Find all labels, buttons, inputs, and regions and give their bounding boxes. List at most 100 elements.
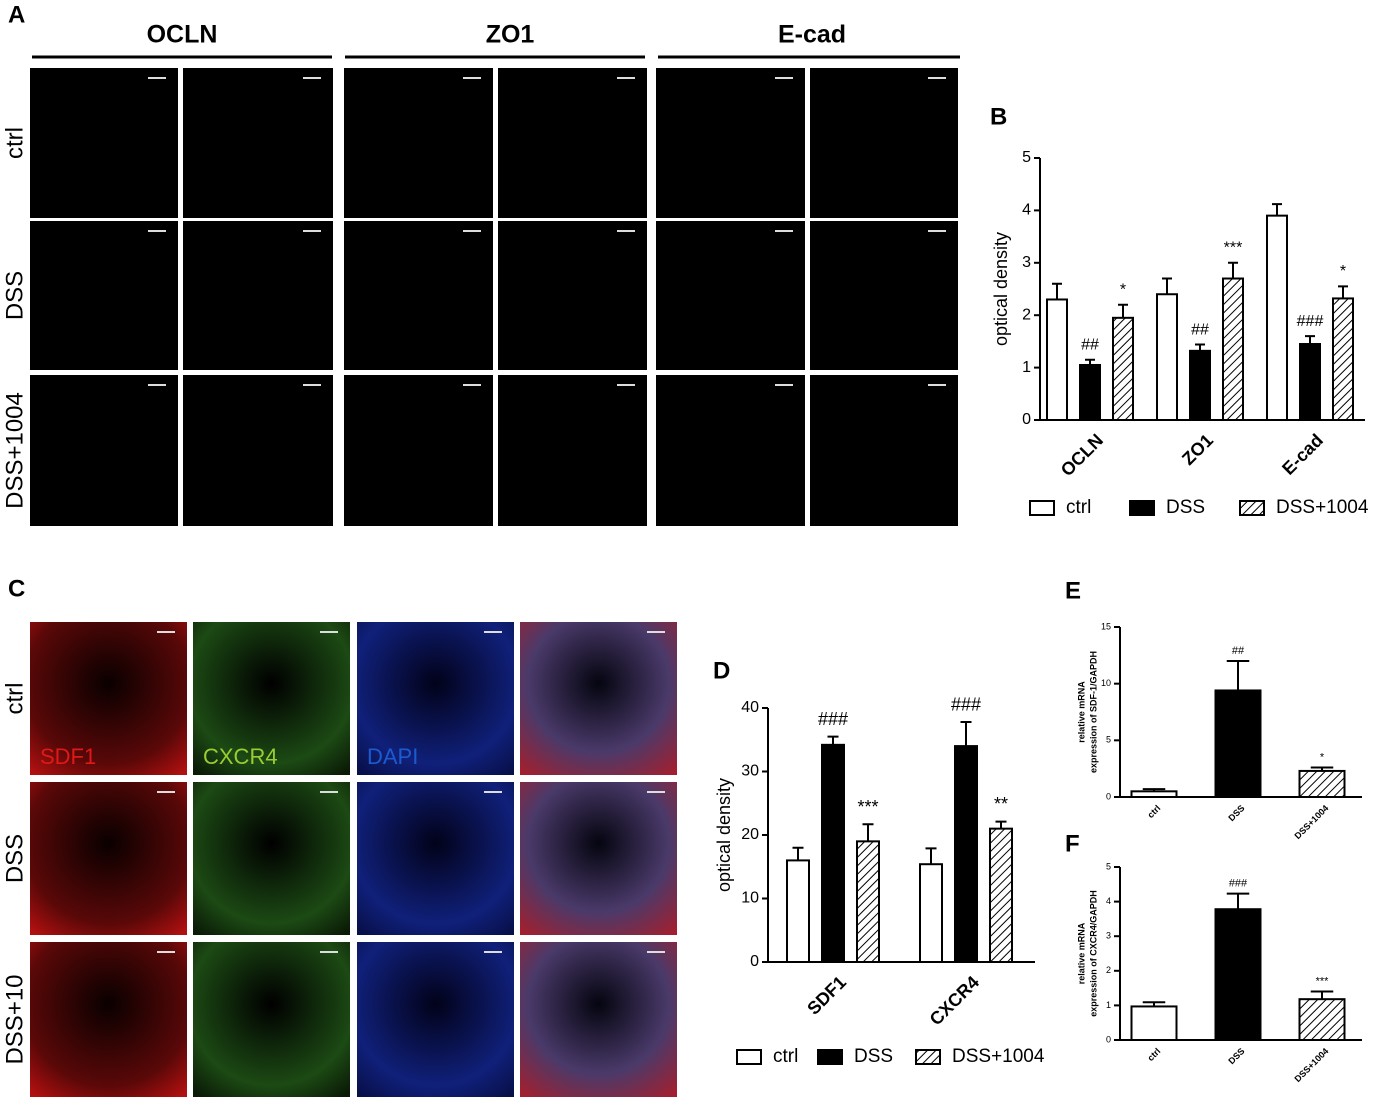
y-tick-label: 1	[1106, 1000, 1111, 1010]
bar	[1332, 297, 1354, 422]
panel-letter: E	[1065, 577, 1081, 604]
y-tick-label: 10	[741, 890, 759, 907]
micrograph	[498, 68, 647, 218]
row-label: DSS	[1, 271, 28, 320]
micrograph	[810, 221, 958, 370]
y-tick-label: 3	[1106, 931, 1111, 941]
y-axis-label: optical density	[991, 232, 1011, 346]
error-bar	[1310, 766, 1334, 771]
error-bar	[1272, 203, 1282, 216]
error-bar	[1226, 660, 1250, 691]
bar	[1299, 343, 1321, 421]
error-bar	[1162, 277, 1172, 295]
micrograph	[357, 782, 514, 935]
error-bar	[995, 820, 1007, 829]
y-tick-label: 4	[1106, 896, 1111, 906]
significance-label: **	[994, 794, 1008, 814]
bar	[989, 827, 1013, 964]
y-tick-label: 5	[1022, 149, 1031, 166]
y-axis-label: expression of CXCR4/GAPDH	[1088, 890, 1098, 1017]
panel-letter: D	[713, 657, 730, 684]
significance-label: ***	[857, 797, 878, 817]
y-tick-label: 5	[1106, 861, 1111, 871]
legend-swatch	[915, 1049, 941, 1065]
bar	[1189, 349, 1211, 421]
bar	[1266, 214, 1288, 421]
bar	[954, 745, 978, 963]
error-bar	[1118, 303, 1128, 318]
micrograph	[656, 375, 805, 526]
error-bar	[1305, 335, 1315, 345]
bar	[856, 840, 880, 963]
legend-label: ctrl	[773, 1046, 798, 1067]
panel-letter: F	[1065, 830, 1080, 857]
legend-label: DSS	[854, 1046, 893, 1067]
bar	[1156, 293, 1178, 421]
significance-label: ##	[1191, 321, 1209, 338]
legend-label: DSS+1004	[1276, 497, 1369, 518]
bar	[919, 863, 943, 964]
row-label: DSS	[1, 834, 28, 883]
panel-letter: C	[8, 575, 25, 602]
y-tick-label: 5	[1106, 735, 1111, 745]
micrograph	[30, 375, 178, 526]
error-bar	[1338, 285, 1348, 299]
error-bar	[1085, 358, 1095, 365]
micrograph	[810, 68, 958, 218]
micrograph	[193, 622, 350, 775]
y-tick-label: 0	[1106, 1034, 1111, 1044]
column-header: E-cad	[778, 21, 846, 49]
column-header: ZO1	[486, 21, 535, 49]
micrograph	[344, 68, 493, 218]
bar	[1214, 689, 1262, 799]
error-bar	[1052, 282, 1062, 300]
error-bar	[1142, 1001, 1166, 1007]
micrograph	[30, 622, 187, 775]
error-bar	[792, 846, 804, 861]
bar	[1112, 316, 1134, 422]
legend-label: ctrl	[1066, 497, 1091, 518]
significance-label: ##	[1081, 337, 1099, 354]
bar	[786, 859, 810, 964]
micrograph	[520, 782, 677, 935]
channel-label: SDF1	[40, 744, 96, 769]
y-axis-label: relative mRNA	[1076, 922, 1086, 984]
micrograph	[357, 942, 514, 1097]
y-tick-label: 15	[1101, 621, 1111, 631]
channel-label: DAPI	[367, 744, 418, 769]
error-bar	[862, 823, 874, 842]
y-tick-label: 20	[741, 826, 759, 843]
significance-label: *	[1120, 282, 1126, 299]
micrograph	[183, 375, 333, 526]
y-tick-label: 0	[1022, 411, 1031, 428]
x-tick-label: DSS+1004	[1292, 1046, 1330, 1084]
legend-label: DSS+1004	[952, 1046, 1045, 1067]
micrograph	[498, 221, 647, 370]
y-tick-label: 2	[1106, 965, 1111, 975]
legend-label: DSS	[1166, 497, 1205, 518]
channel-label: CXCR4	[203, 744, 278, 769]
micrograph	[193, 782, 350, 935]
micrograph	[810, 375, 958, 526]
x-tick-label: DSS	[1226, 803, 1246, 823]
x-tick-label: E-cad	[1278, 430, 1327, 479]
significance-label: ##	[1232, 645, 1245, 657]
bar	[1298, 769, 1346, 799]
micrograph	[30, 68, 178, 218]
error-bar	[1310, 990, 1334, 1000]
y-tick-label: 40	[741, 699, 759, 716]
y-axis-label: optical density	[714, 778, 734, 892]
x-tick-label: OCLN	[1057, 430, 1107, 480]
significance-label: ###	[818, 709, 848, 729]
y-tick-label: 2	[1022, 306, 1031, 323]
error-bar	[1142, 788, 1166, 792]
bar	[821, 743, 845, 964]
y-axis-label: relative mRNA	[1076, 681, 1086, 743]
bar	[1130, 790, 1178, 798]
bar	[1079, 363, 1101, 422]
legend-swatch	[1239, 500, 1265, 516]
bar	[1214, 908, 1262, 1041]
micrograph	[344, 375, 493, 526]
error-bar	[1226, 892, 1250, 910]
x-tick-label: ZO1	[1178, 430, 1217, 469]
